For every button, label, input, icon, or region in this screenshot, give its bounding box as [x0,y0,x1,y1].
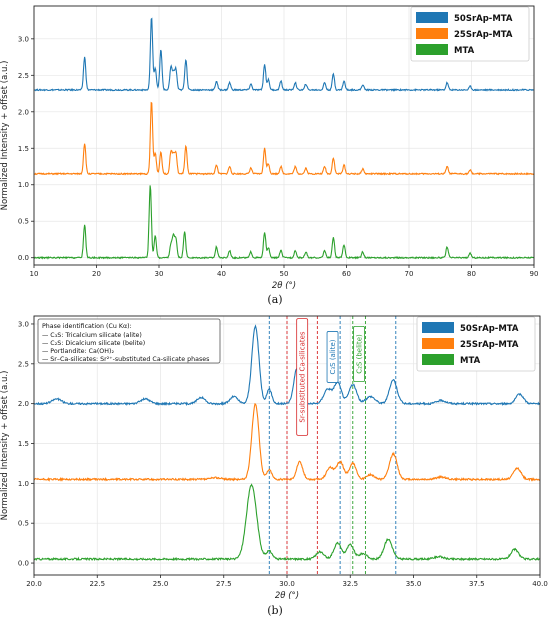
phase-box-line: — C₂S: Dicalcium silicate (belite) [42,340,145,347]
x-tick-label: 22.5 [89,580,105,588]
y-tick-label: 3.0 [18,320,29,328]
y-tick-label: 1.0 [18,480,29,488]
phase-annotation-label: Sr-substituted Ca-silicates [299,331,307,423]
x-tick-label: 10 [30,270,39,278]
phase-box-title: Phase identification (Cu Kα): [42,323,132,330]
legend-swatch [422,354,454,365]
phase-annotation-box [296,318,309,436]
phase-box-line: — Sr–Ca-silicates: Sr²⁺-substituted Ca-s… [42,356,209,363]
caption-b: (b) [267,604,283,617]
y-tick-label: 0.0 [18,560,29,568]
legend-swatch [416,12,448,23]
y-tick-label: 0.5 [18,218,29,226]
phase-box-line: — Portlandite: Ca(OH)₂ [42,348,114,355]
legend-swatch [416,28,448,39]
panel-b-plot: 20.0 22.5 25.0 27.5 30.0 32.5 35.0 37.5 40.0 0.0 0… [0,315,548,601]
x-tick-label: 30 [155,270,164,278]
legend-swatch [422,322,454,333]
x-axis-label: 2θ (°) [275,591,299,601]
y-axis-label: Normalized Intensity + offset (a.u.) [0,61,10,211]
x-tick-label: 80 [467,270,476,278]
series-line-mta [33,483,541,562]
phase-annotation: Sr-substituted Ca-silicates [296,318,309,436]
phase-annotation: C₂S (belite) [353,326,366,383]
legend-swatch [416,44,448,55]
x-tick-label: 90 [530,270,539,278]
series-line-50srap-mta [33,324,541,407]
legend-label: MTA [460,356,481,366]
legend: 50SrAp-MTA 25SrAp-MTA MTA [410,6,530,62]
x-tick-label: 40.0 [532,580,548,588]
y-tick-label: 2.0 [18,108,29,116]
x-tick-label: 32.5 [342,580,358,588]
x-tick-label: 60 [342,270,351,278]
phase-annotation-box [326,331,339,383]
x-tick-label: 30.0 [279,580,295,588]
legend-swatch [422,338,454,349]
series-line-25srap-mta [33,101,534,176]
y-axis-label: Normalized Intensity + offset (a.u.) [0,371,10,521]
legend-label: 50SrAp-MTA [454,14,513,24]
phase-annotation-box [353,326,366,383]
phase-box-frame [37,318,221,364]
x-tick-label: 70 [405,270,414,278]
x-tick-label: 20 [92,270,101,278]
legend-label: 50SrAp-MTA [460,324,519,334]
series-line-50srap-mta [33,17,535,92]
x-tick-label: 27.5 [216,580,232,588]
y-tick-label: 0.5 [18,520,29,528]
x-axis-label: 2θ (°) [272,281,296,291]
x-tick-label: 40 [217,270,226,278]
y-tick-label: 0.0 [18,254,29,262]
legend-label: 25SrAp-MTA [454,30,513,40]
y-tick-label: 1.5 [18,145,29,153]
legend-label: 25SrAp-MTA [460,340,519,350]
legend: 50SrAp-MTA 25SrAp-MTA MTA [416,316,536,372]
phase-annotation-label: C₂S (belite) [356,334,364,374]
y-tick-label: 2.5 [18,72,29,80]
y-tick-label: 1.0 [18,181,29,189]
x-tick-label: 25.0 [153,580,169,588]
y-tick-label: 3.0 [18,35,29,43]
phase-annotation-label: C₃S (alite) [329,339,337,374]
phase-identification-box: Phase identification (Cu Kα): — C₃S: Tric… [37,318,221,364]
y-tick-label: 1.5 [18,440,29,448]
panel-a-plot: 10 20 30 40 50 60 70 80 90 0.0 0.5 1.0 1.5 2.0 2.5 3.0 2… [0,5,539,291]
series-line-mta [33,185,535,260]
phase-box-line: — C₃S: Tricalcium silicate (alite) [42,332,142,339]
x-tick-label: 35.0 [406,580,422,588]
x-tick-label: 37.5 [469,580,485,588]
legend-label: MTA [454,46,475,56]
phase-annotation: C₃S (alite) [326,331,339,383]
x-tick-label: 50 [280,270,289,278]
series-line-25srap-mta [33,403,541,482]
y-tick-label: 2.0 [18,400,29,408]
caption-a: (a) [267,293,283,306]
y-tick-label: 2.5 [18,360,29,368]
x-tick-label: 20.0 [26,580,42,588]
